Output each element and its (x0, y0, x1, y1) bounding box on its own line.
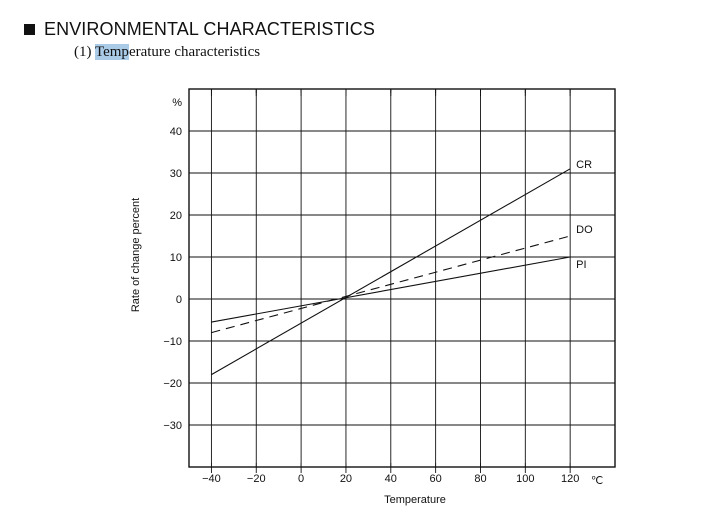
highlighted-text: Temp (94, 44, 129, 60)
x-tick-label: 80 (474, 473, 486, 485)
x-tick-label: 120 (561, 473, 579, 485)
y-tick-label: 40 (170, 126, 182, 138)
series-label-do: DO (576, 224, 593, 236)
x-tick-label: 60 (430, 473, 442, 485)
y-tick-label: 10 (170, 252, 182, 264)
y-tick-label: 20 (170, 210, 182, 222)
x-tick-label: 20 (340, 473, 352, 485)
x-tick-label: 100 (516, 473, 534, 485)
subsection-title: (1) Temperature characteristics (74, 44, 260, 61)
y-tick-label: −30 (163, 420, 182, 432)
y-tick-label: 30 (170, 168, 182, 180)
x-tick-label: 0 (298, 473, 304, 485)
y-tick-label: −20 (163, 378, 182, 390)
y-axis-title: Rate of change percent (130, 198, 142, 312)
subsection-text: erature characteristics (128, 44, 261, 60)
section-title: ENVIRONMENTAL CHARACTERISTICS (24, 16, 375, 42)
section-title-text: ENVIRONMENTAL CHARACTERISTICS (44, 18, 375, 39)
x-tick-label: −40 (202, 473, 221, 485)
series-label-pi: PI (576, 259, 586, 271)
square-bullet-icon (24, 23, 35, 35)
series-line-pi (211, 256, 571, 323)
y-unit-label: % (172, 97, 182, 109)
y-tick-label: 0 (176, 294, 182, 306)
series-line-do (211, 235, 571, 334)
subsection-number: (1) (74, 44, 92, 60)
y-tick-label: −10 (163, 336, 182, 348)
plot-frame (188, 88, 616, 468)
x-axis-title: Temperature (384, 494, 446, 506)
x-tick-label: 40 (385, 473, 397, 485)
x-tick-label: −20 (247, 473, 266, 485)
x-unit-label: ℃ (591, 475, 603, 487)
series-label-cr: CR (576, 159, 592, 171)
series-line-cr (211, 168, 571, 376)
